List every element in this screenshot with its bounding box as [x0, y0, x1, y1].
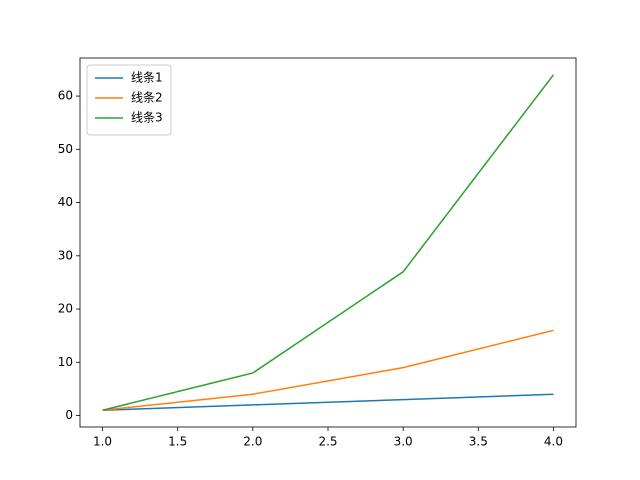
y-tick-label: 40 [58, 195, 73, 209]
legend-label: 线条1 [131, 71, 163, 85]
plot-frame [79, 57, 577, 428]
x-tick-label: 1.0 [93, 435, 112, 449]
line-series [102, 393, 554, 411]
line-series [102, 329, 554, 411]
legend-label: 线条2 [131, 91, 163, 105]
x-tick-label: 2.0 [243, 435, 262, 449]
x-tick-label: 3.5 [469, 435, 488, 449]
x-tick-label: 3.0 [394, 435, 413, 449]
line-series [102, 74, 555, 411]
legend-label: 线条3 [131, 111, 163, 125]
x-tick-label: 4.0 [544, 435, 563, 449]
y-tick-label: 20 [58, 302, 73, 316]
y-tick-label: 50 [58, 142, 73, 156]
y-tick-label: 10 [58, 355, 73, 369]
y-tick-label: 30 [58, 248, 73, 262]
x-tick-label: 1.5 [168, 435, 187, 449]
y-tick-label: 0 [65, 408, 73, 422]
y-tick-label: 60 [58, 89, 73, 103]
x-tick-label: 2.5 [318, 435, 337, 449]
